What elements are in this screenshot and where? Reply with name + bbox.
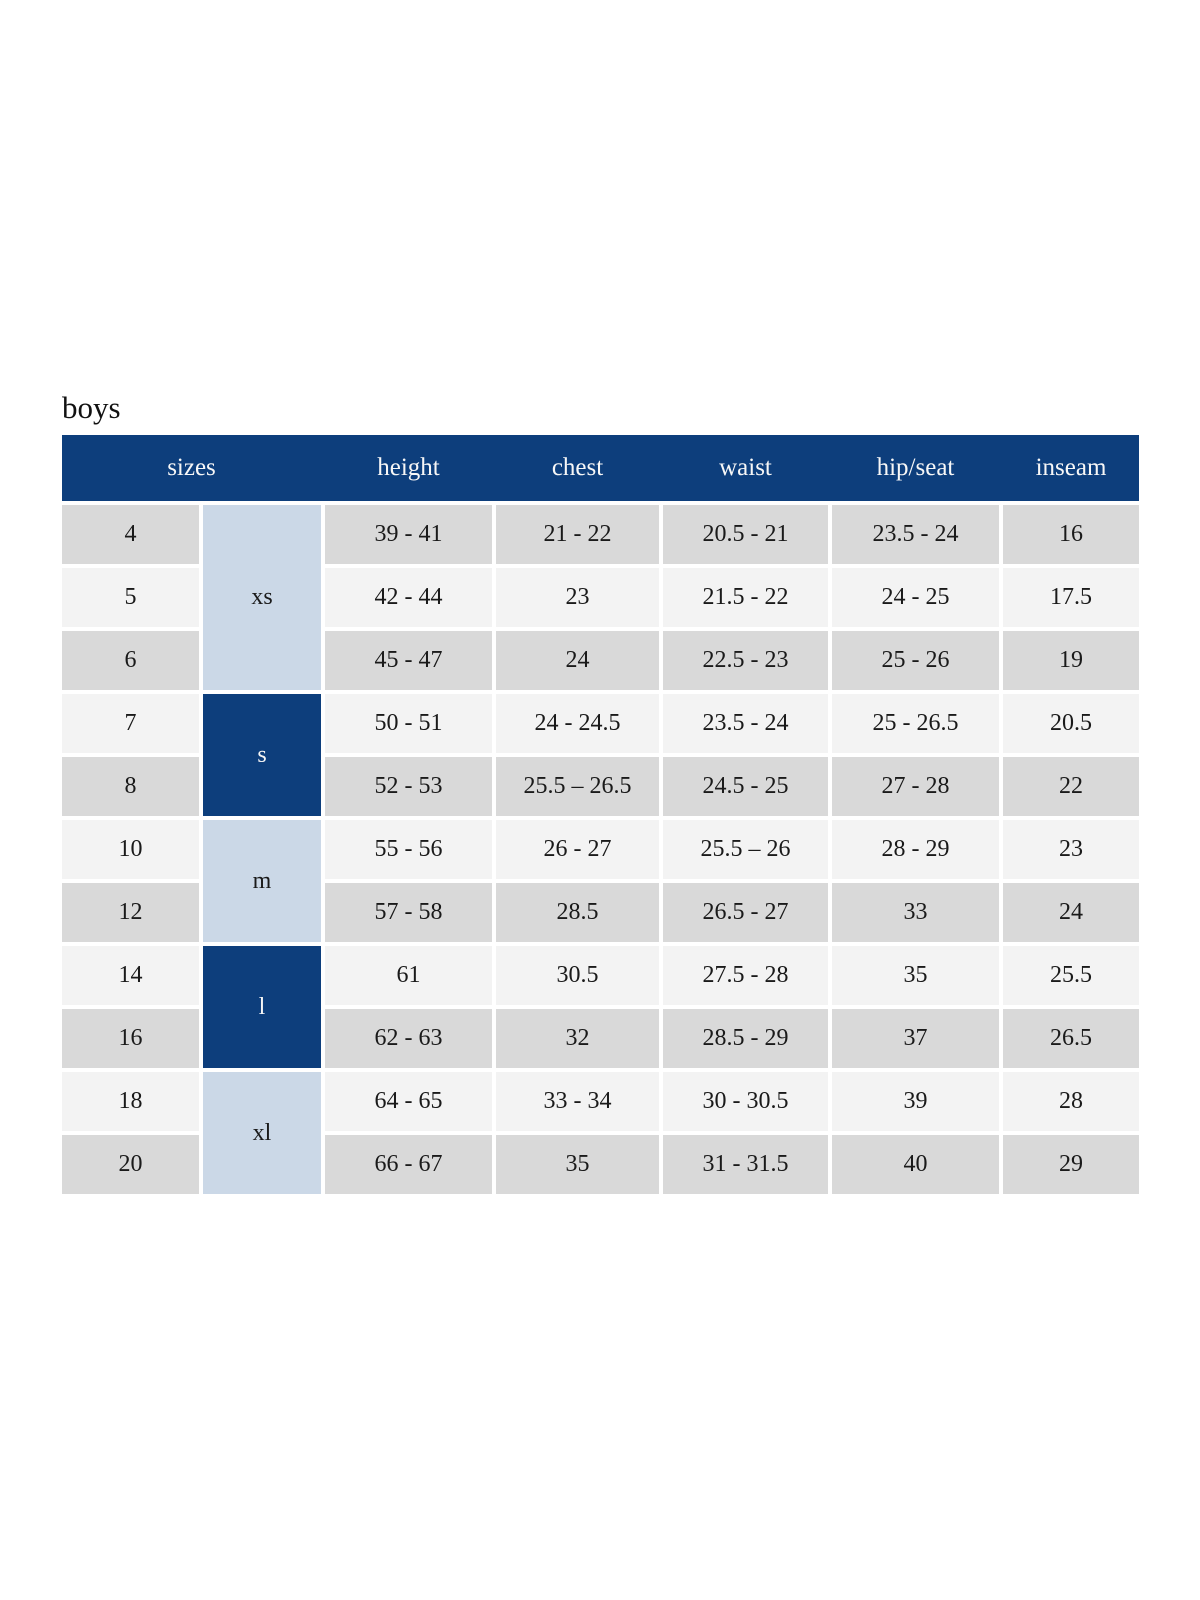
column-header-chest: chest (551, 454, 604, 481)
size-cell: 20 (62, 1135, 199, 1194)
size-cell: 16 (62, 1009, 199, 1068)
height-cell: 62 - 63 (325, 1009, 492, 1068)
chest-cell: 28.5 (496, 883, 659, 942)
inseam-cell: 29 (1003, 1135, 1139, 1194)
waist-cell: 25.5 – 26 (663, 820, 828, 879)
waist-cell: 31 - 31.5 (663, 1135, 828, 1194)
waist-cell: 28.5 - 29 (663, 1009, 828, 1068)
hip-seat-cell: 37 (832, 1009, 999, 1068)
hip-seat-cell: 39 (832, 1072, 999, 1131)
waist-cell: 24.5 - 25 (663, 757, 828, 816)
chest-cell: 30.5 (496, 946, 659, 1005)
height-cell: 64 - 65 (325, 1072, 492, 1131)
size-cell: 5 (62, 568, 199, 627)
size-group-cell-m: m (203, 820, 321, 942)
inseam-cell: 23 (1003, 820, 1139, 879)
size-cell: 7 (62, 694, 199, 753)
column-header-waist: waist (719, 454, 772, 481)
height-cell: 61 (325, 946, 492, 1005)
hip-seat-cell: 27 - 28 (832, 757, 999, 816)
inseam-cell: 22 (1003, 757, 1139, 816)
size-cell: 8 (62, 757, 199, 816)
size-cell: 14 (62, 946, 199, 1005)
size-cell: 4 (62, 505, 199, 564)
waist-cell: 26.5 - 27 (663, 883, 828, 942)
chest-cell: 33 - 34 (496, 1072, 659, 1131)
chest-cell: 35 (496, 1135, 659, 1194)
hip-seat-cell: 40 (832, 1135, 999, 1194)
column-header-sizes: sizes (167, 454, 216, 481)
inseam-cell: 25.5 (1003, 946, 1139, 1005)
hip-seat-cell: 25 - 26 (832, 631, 999, 690)
table-header: sizes height chest waist hip/seat inseam (62, 435, 1139, 501)
size-chart: boys sizes height chest waist hip/seat i… (62, 390, 1139, 1194)
waist-cell: 23.5 - 24 (663, 694, 828, 753)
waist-cell: 27.5 - 28 (663, 946, 828, 1005)
size-table-body: xs 4 39 - 41 21 - 22 20.5 - 21 23.5 - 24 16 5 42… (62, 505, 1139, 1194)
size-group-cell-xl: xl (203, 1072, 321, 1194)
height-cell: 42 - 44 (325, 568, 492, 627)
size-group-cell-xs: xs (203, 505, 321, 690)
hip-seat-cell: 23.5 - 24 (832, 505, 999, 564)
waist-cell: 21.5 - 22 (663, 568, 828, 627)
size-group-cell-s: s (203, 694, 321, 816)
height-cell: 50 - 51 (325, 694, 492, 753)
waist-cell: 30 - 30.5 (663, 1072, 828, 1131)
chest-cell: 24 - 24.5 (496, 694, 659, 753)
inseam-cell: 28 (1003, 1072, 1139, 1131)
height-cell: 39 - 41 (325, 505, 492, 564)
inseam-cell: 16 (1003, 505, 1139, 564)
waist-cell: 20.5 - 21 (663, 505, 828, 564)
page-title: boys (62, 390, 121, 425)
size-cell: 12 (62, 883, 199, 942)
chest-cell: 21 - 22 (496, 505, 659, 564)
hip-seat-cell: 25 - 26.5 (832, 694, 999, 753)
height-cell: 55 - 56 (325, 820, 492, 879)
hip-seat-cell: 28 - 29 (832, 820, 999, 879)
hip-seat-cell: 35 (832, 946, 999, 1005)
waist-cell: 22.5 - 23 (663, 631, 828, 690)
inseam-cell: 26.5 (1003, 1009, 1139, 1068)
height-cell: 45 - 47 (325, 631, 492, 690)
height-cell: 66 - 67 (325, 1135, 492, 1194)
column-header-height: height (377, 454, 440, 481)
column-header-hip-seat: hip/seat (876, 454, 955, 481)
size-cell: 10 (62, 820, 199, 879)
height-cell: 57 - 58 (325, 883, 492, 942)
chest-cell: 32 (496, 1009, 659, 1068)
height-cell: 52 - 53 (325, 757, 492, 816)
inseam-cell: 17.5 (1003, 568, 1139, 627)
chest-cell: 26 - 27 (496, 820, 659, 879)
inseam-cell: 19 (1003, 631, 1139, 690)
column-header-inseam: inseam (1035, 454, 1107, 481)
chest-cell: 24 (496, 631, 659, 690)
size-cell: 6 (62, 631, 199, 690)
inseam-cell: 20.5 (1003, 694, 1139, 753)
chest-cell: 25.5 – 26.5 (496, 757, 659, 816)
chest-cell: 23 (496, 568, 659, 627)
size-group-cell-l: l (203, 946, 321, 1068)
hip-seat-cell: 33 (832, 883, 999, 942)
size-cell: 18 (62, 1072, 199, 1131)
hip-seat-cell: 24 - 25 (832, 568, 999, 627)
inseam-cell: 24 (1003, 883, 1139, 942)
